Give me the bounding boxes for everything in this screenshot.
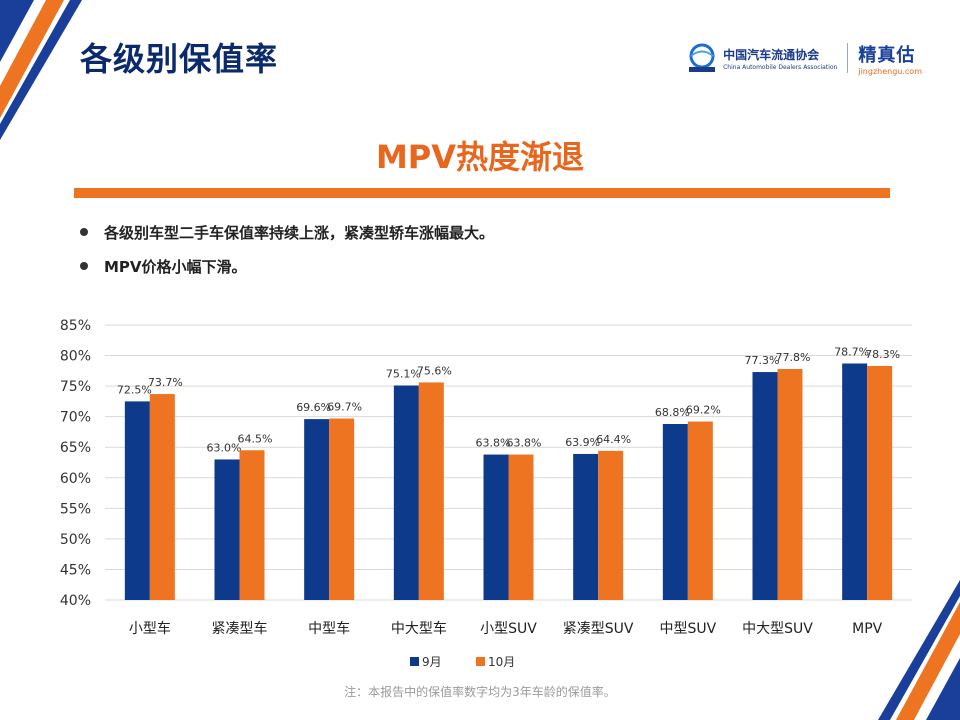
bar-oct <box>508 454 534 600</box>
data-label: 63.9% <box>565 436 600 449</box>
x-tick-label: 中型SUV <box>659 621 716 637</box>
y-tick-label: 65% <box>60 440 91 456</box>
cada-name-en: China Automobile Dealers Association <box>723 63 838 71</box>
bar-oct <box>687 421 713 600</box>
data-label: 77.8% <box>776 351 811 364</box>
y-tick-label: 60% <box>60 471 91 487</box>
bar-oct <box>777 369 803 600</box>
cada-logo-icon <box>689 43 716 72</box>
logo-divider <box>847 43 849 73</box>
y-tick-label: 75% <box>60 379 91 395</box>
bar-sep <box>124 401 150 600</box>
data-label: 72.5% <box>117 383 152 396</box>
bar-oct <box>418 382 444 600</box>
x-tick-label: MPV <box>852 621 883 637</box>
bar-oct <box>598 450 624 600</box>
y-tick-label: 70% <box>60 410 91 426</box>
legend-label: 10月 <box>488 655 515 669</box>
data-label: 64.4% <box>596 433 631 446</box>
y-tick-label: 40% <box>60 593 91 609</box>
bar-sep <box>842 363 868 600</box>
x-tick-label: 中型车 <box>308 620 350 637</box>
page-title: 各级别保值率 <box>80 40 279 78</box>
bullet-text: MPV价格小幅下滑。 <box>104 257 247 276</box>
x-tick-label: 紧凑型车 <box>212 620 268 637</box>
bar-oct <box>149 394 175 600</box>
footnote: 注：本报告中的保值率数字均为3年车龄的保值率。 <box>344 685 616 699</box>
headline: MPV热度渐退 <box>375 138 585 176</box>
bullet-item: 各级别车型二手车保值率持续上涨，紧凑型轿车涨幅最大。 <box>80 222 494 242</box>
data-label: 64.5% <box>238 432 273 445</box>
jzg-logo-text: 精真估 <box>858 44 916 66</box>
bullet-item: MPV价格小幅下滑。 <box>80 256 494 276</box>
legend-swatch <box>410 657 419 666</box>
data-label: 69.2% <box>686 404 721 417</box>
data-label: 78.3% <box>865 348 900 361</box>
jzg-url: jingzhengu.com <box>858 66 922 76</box>
y-tick-label: 45% <box>60 562 91 578</box>
y-tick-label: 80% <box>60 349 91 365</box>
y-tick-label: 85% <box>60 318 91 334</box>
bar-sep <box>304 419 330 600</box>
legend-swatch <box>476 657 485 666</box>
data-label: 69.7% <box>327 401 362 414</box>
x-tick-label: 中大型SUV <box>742 621 813 637</box>
data-label: 68.8% <box>655 406 690 419</box>
bullet-list: 各级别车型二手车保值率持续上涨，紧凑型轿车涨幅最大。 MPV价格小幅下滑。 <box>80 222 494 290</box>
cada-name-cn: 中国汽车流通协会 <box>723 47 820 62</box>
data-label: 63.8% <box>507 437 542 450</box>
legend-label: 9月 <box>422 655 442 669</box>
bar-sep <box>573 453 599 600</box>
bar-sep <box>483 454 509 600</box>
y-tick-label: 50% <box>60 532 91 548</box>
bar-oct <box>867 365 893 600</box>
bar-oct <box>239 450 265 600</box>
headline-rule <box>74 188 890 198</box>
data-label: 63.8% <box>476 437 511 450</box>
y-tick-label: 55% <box>60 501 91 517</box>
bar-sep <box>214 459 240 600</box>
data-label: 75.6% <box>417 364 452 377</box>
logo-area: 中国汽车流通协会 China Automobile Dealers Associ… <box>685 38 922 78</box>
data-label: 73.7% <box>148 376 183 389</box>
data-label: 75.1% <box>386 368 421 381</box>
bar-sep <box>662 424 688 600</box>
x-tick-label: 紧凑型SUV <box>563 620 634 637</box>
data-label: 69.6% <box>296 401 331 414</box>
x-tick-label: 小型SUV <box>480 621 537 637</box>
bullet-dot-icon <box>80 262 88 270</box>
x-tick-label: 中大型车 <box>391 620 447 637</box>
data-label: 63.0% <box>207 441 242 454</box>
bar-oct <box>329 418 355 600</box>
bar-sep <box>393 385 419 600</box>
bullet-dot-icon <box>80 228 88 236</box>
x-tick-label: 小型车 <box>129 620 171 637</box>
data-label: 78.7% <box>834 346 869 359</box>
bar-sep <box>752 372 778 600</box>
data-label: 77.3% <box>745 354 780 367</box>
bullet-text: 各级别车型二手车保值率持续上涨，紧凑型轿车涨幅最大。 <box>104 223 495 242</box>
